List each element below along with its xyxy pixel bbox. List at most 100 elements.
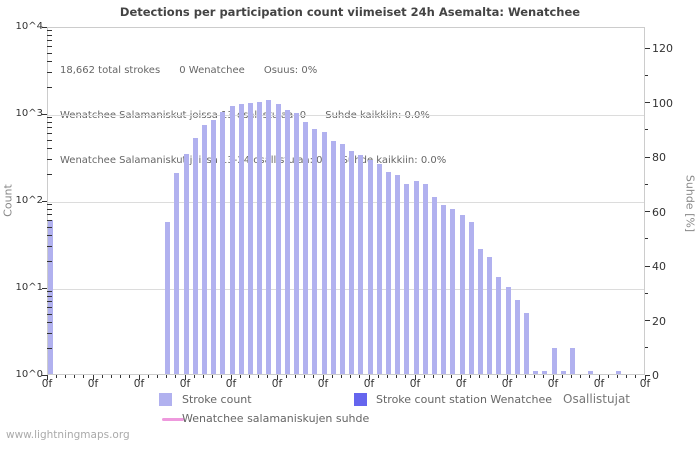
stroke-count-bar: [284, 110, 290, 374]
x-axis-tick: [377, 375, 379, 378]
x-axis-tick: [432, 375, 434, 378]
x-axis-tick: [524, 375, 526, 378]
stroke-count-bar: [266, 100, 272, 374]
stroke-count-bar: [257, 102, 263, 374]
y-axis-minor-tick: [47, 34, 52, 36]
x-axis-tick: [478, 375, 480, 378]
plot-area: 18,662 total strokes 0 Wenatchee Osuus: …: [47, 27, 645, 375]
x-axis-tick: [607, 375, 609, 378]
stroke-count-bar: [468, 221, 474, 374]
stroke-count-bar: [211, 120, 217, 374]
stroke-count-bar: [367, 159, 373, 374]
stroke-count-bar: [514, 300, 520, 374]
stroke-count-bar: [496, 277, 502, 374]
stroke-count-bar: [48, 219, 53, 374]
x-axis-tick-label: 0f: [593, 378, 605, 390]
y-axis-minor-tick: [47, 306, 52, 308]
y2-axis-tick: [645, 211, 650, 212]
stroke-count-bar: [450, 209, 456, 374]
x-axis-tick-label: 0f: [41, 378, 53, 390]
x-axis-tick: [276, 375, 278, 380]
y2-axis-tick: [645, 320, 650, 321]
y2-axis-tick-label: 20: [652, 314, 666, 328]
y-axis-minor-tick: [47, 30, 52, 32]
y2-axis-tick-label: 120: [652, 42, 673, 55]
stroke-count-bar: [321, 132, 327, 374]
y-axis-minor-tick: [47, 61, 52, 63]
y2-axis-tick: [645, 74, 648, 76]
stroke-count-bar: [505, 287, 511, 374]
x-axis-tick: [488, 375, 490, 378]
x-axis-tick: [239, 375, 241, 378]
y-axis-minor-tick: [47, 219, 52, 221]
x-axis-tick: [212, 375, 214, 378]
x-axis-tick: [64, 375, 66, 378]
y-axis-major-tick: [42, 26, 47, 28]
stroke-count-bar: [238, 104, 244, 374]
stroke-count-bar: [330, 140, 336, 374]
y-axis-tick-label: 10^1: [15, 282, 43, 293]
x-axis-tick: [147, 375, 149, 378]
stroke-count-bar: [588, 371, 594, 374]
x-axis-tick: [616, 375, 618, 378]
stroke-count-bar: [422, 184, 428, 374]
y-axis-minor-tick: [47, 148, 52, 150]
x-axis-tick: [350, 375, 352, 378]
x-axis-tick-label: 0f: [639, 378, 651, 390]
y-axis-minor-tick: [47, 213, 52, 215]
y-axis-minor-tick: [47, 313, 52, 315]
x-axis-tick: [598, 375, 600, 380]
x-axis-tick: [74, 375, 76, 378]
x-axis-tick: [331, 375, 333, 378]
y-axis-minor-tick: [47, 132, 52, 134]
x-axis-tick: [285, 375, 287, 378]
x-axis-tick-label: 0f: [87, 378, 99, 390]
chart-title: Detections per participation count viime…: [119, 5, 581, 19]
stroke-count-bar: [165, 221, 171, 374]
x-axis-tick: [129, 375, 131, 378]
y-axis-tick-label: 10^0: [15, 369, 43, 380]
x-axis-tick: [138, 375, 140, 380]
y2-axis-tick-label: 100: [652, 96, 673, 110]
y2-axis-tick: [645, 374, 650, 376]
stats-line-total: 18,662 total strokes 0 Wenatchee Osuus: …: [60, 65, 318, 76]
y2-axis-tick-label: 80: [652, 151, 666, 164]
stroke-count-bar: [431, 197, 437, 374]
x-axis-tick: [83, 375, 85, 378]
y-axis-minor-tick: [47, 117, 52, 119]
y2-axis-tick-label: 40: [652, 260, 666, 273]
y2-axis-tick: [645, 292, 648, 294]
y-axis-minor-tick: [47, 332, 52, 334]
y-axis-minor-tick: [47, 126, 52, 128]
stroke-count-bar: [523, 313, 529, 374]
x-axis-tick: [92, 375, 94, 380]
y-axis-tick-label: 10^2: [15, 195, 43, 206]
stroke-count-bar: [229, 106, 235, 374]
y-axis-minor-tick: [47, 300, 52, 302]
stroke-count-bar: [615, 371, 621, 374]
x-axis-tick: [497, 375, 499, 378]
y-axis-minor-tick: [47, 226, 52, 228]
y-axis-minor-tick: [47, 87, 52, 89]
x-axis-tick-label: 0f: [317, 378, 329, 390]
x-axis-tick: [230, 375, 232, 380]
stroke-count-bar: [542, 371, 548, 374]
x-axis-tick: [294, 375, 296, 378]
x-axis-tick: [580, 375, 582, 378]
y-axis-minor-tick: [47, 204, 52, 206]
stroke-count-bar: [413, 180, 419, 374]
x-axis-tick: [423, 375, 425, 378]
y-axis-tick-label: 10^3: [15, 108, 43, 119]
stroke-count-bar: [376, 164, 382, 374]
stroke-count-bar: [183, 153, 189, 374]
y2-axis-tick: [645, 238, 648, 240]
y-axis-minor-tick: [47, 139, 52, 141]
stroke-count-bar: [551, 347, 557, 374]
x-axis-tick: [55, 375, 57, 378]
x-axis-tick-label: 0f: [133, 378, 145, 390]
stroke-count-bar: [220, 112, 226, 374]
x-axis-tick: [552, 375, 554, 380]
y-axis-major-tick: [42, 113, 47, 115]
stroke-count-bar: [385, 172, 391, 374]
